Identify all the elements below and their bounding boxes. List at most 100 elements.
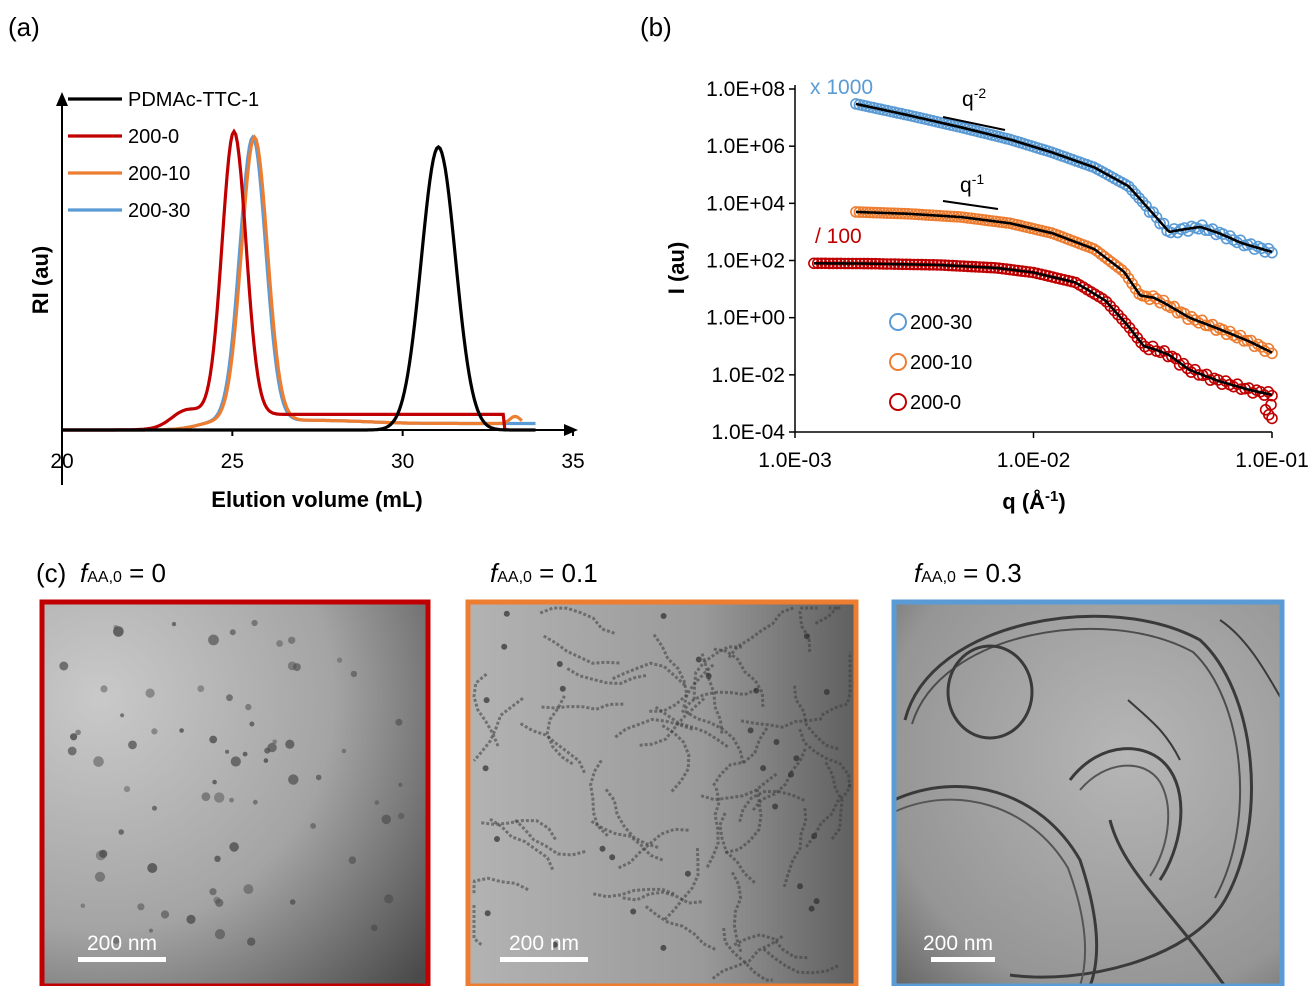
tem-sphere [287,661,297,671]
saxs-slope-exp: -2 [974,85,987,101]
saxs-fit-200-0 [813,262,1273,397]
gpc-x-tick-label: 20 [50,450,73,473]
tem-sphere [208,634,219,646]
gpc-axes: 20 25 30 35 [50,92,585,485]
saxs-y-tick-label: 1.0E+00 [706,307,785,330]
saxs-point-200-10 [1150,292,1163,305]
tem-sphere [230,756,241,767]
tem-image-2: 200 nm [465,599,859,986]
tem-sphere [285,739,295,749]
tem-worm [589,758,609,837]
tem-dot [773,739,780,745]
tem-worm [737,789,806,824]
tem-dot [556,661,563,667]
gpc-x-axis-arrow [564,424,578,436]
tem-sphere [371,924,378,932]
panel-a: (a) 20 25 30 35 PDMAc-TTC-1 200-0 200-10 200-3… [8,12,585,512]
tem-image-1: 200 nm [39,599,431,986]
saxs-point-200-0 [1266,389,1278,402]
tem-sphere [229,842,239,852]
gpc-x-tick-label: 30 [391,450,414,473]
tem-worm [798,728,852,789]
saxs-point-200-10 [1241,334,1254,347]
saxs-y-axis-title: I (au) [664,242,689,295]
tem-dot [760,765,767,772]
tem-sphere [120,713,125,718]
saxs-y-tick-label: 1.0E+02 [706,250,785,273]
tem-sphere [179,728,184,733]
tem-dot [494,836,500,842]
tem-image-2-frame [465,599,859,986]
tem-worm [684,709,745,765]
tem-worm [649,663,715,713]
saxs-point-200-30 [1266,246,1278,259]
tem-sphere [160,910,170,919]
tem-image-3: 200 nm [891,599,1285,986]
saxs-point-200-30 [1164,226,1177,239]
saxs-x-tick-label: 1.0E-03 [758,449,832,472]
gpc-legend-label: PDMAc-TTC-1 [128,89,259,111]
tem-worm [638,697,706,747]
tem-dot [482,765,489,772]
saxs-points [808,98,1278,425]
tem-sphere [70,733,78,741]
tem-worm [611,661,687,687]
tem-worm [652,633,689,709]
tem-worm [718,811,756,884]
gpc-legend-label: 200-10 [128,163,190,185]
tem-sphere [245,703,252,711]
tem-sphere [398,812,405,820]
tem-dot [660,613,667,619]
tem-dot [788,771,794,778]
saxs-axes: 1.0E+08 1.0E+06 1.0E+04 1.0E+02 1.0E+00 1.0E-… [706,78,1309,472]
panel-c-label: (c) [36,558,66,588]
saxs-point-200-0 [1181,362,1194,375]
tem-sphere [197,685,205,693]
tem-dot [501,643,508,650]
tem-sphere [337,657,343,663]
tem-worm [762,947,840,975]
saxs-x-tick-label: 1.0E-01 [1235,449,1309,472]
tem-worm [722,927,773,982]
saxs-point-200-30 [1136,196,1149,208]
tem-dot [772,803,779,810]
saxs-legend-label: 200-30 [910,312,972,334]
saxs-point-200-30 [1150,211,1163,224]
saxs-point-200-30 [1157,217,1170,230]
tem-caption-2: fAA,0 = 0.1 [490,558,598,588]
tem-sphere [242,751,248,757]
saxs-point-200-10 [1189,314,1201,326]
tem-dot [793,755,800,762]
panel-c: (c) fAA,0 = 0 fAA,0 = 0.1 fAA,0 = 0.3 20… [36,558,1285,986]
tem-dot [559,685,566,692]
tem-worm [740,717,824,729]
saxs-slope-label-q-2: q-2 [962,85,986,111]
saxs-point-200-30 [1154,217,1166,230]
tem-sphere [247,937,256,946]
tem-worm [617,827,689,870]
tem-sphere [209,888,217,896]
tem-worm [592,887,676,899]
scale-bar-3 [931,957,995,962]
saxs-legend-label: 200-10 [910,352,972,374]
tem-sphere [152,805,157,811]
gpc-y-axis-arrow [56,92,68,106]
tem-worm [798,606,818,652]
tem-sphere [112,936,120,944]
tem-worm [660,723,691,793]
tem-sphere [384,894,394,904]
tem-dot [684,870,691,877]
tem-sphere [288,774,299,785]
tem-sphere [276,640,283,647]
gpc-legend: PDMAc-TTC-1 200-0 200-10 200-30 [68,89,259,222]
tem-worm [613,717,693,739]
tem-dot [483,697,490,704]
tem-sphere [209,735,218,744]
tem-worm [711,935,784,981]
tem-worm [590,820,665,862]
gpc-x-axis-title: Elution volume (mL) [211,487,422,512]
saxs-annotation-x1000: x 1000 [810,76,873,99]
tem-sphere [59,661,69,671]
tem-sphere [149,928,153,933]
tem-sphere [310,823,316,829]
